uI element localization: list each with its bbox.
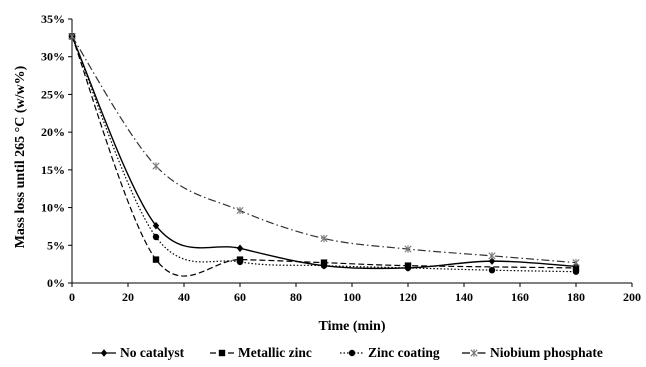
- x-tick-label: 0: [69, 290, 75, 304]
- data-point-zinc-coating: [320, 262, 328, 269]
- data-point-no-catalyst: [488, 257, 496, 265]
- x-tick-label: 180: [567, 290, 585, 304]
- series-line-no-catalyst: [71, 36, 577, 270]
- data-point-niobium-phosphate: [404, 245, 412, 253]
- x-tick-label: 100: [343, 290, 361, 304]
- data-point-zinc-coating: [152, 233, 160, 241]
- x-tick-label: 40: [178, 290, 190, 304]
- data-point-niobium-phosphate: [68, 32, 76, 41]
- x-tick-label: 80: [290, 290, 302, 304]
- data-point-niobium-phosphate: [152, 162, 160, 170]
- data-point-niobium-phosphate: [572, 258, 580, 267]
- y-tick-label: 35%: [41, 12, 65, 26]
- data-point-zinc-coating: [488, 266, 496, 274]
- x-tick-label: 60: [234, 290, 246, 304]
- series-niobium-phosphate: [68, 32, 580, 267]
- legend-marker: [218, 349, 226, 357]
- legend-label: Zinc coating: [368, 345, 440, 360]
- legend-item-metallic-zinc: Metallic zinc: [210, 345, 312, 360]
- data-point-no-catalyst: [236, 244, 244, 253]
- data-point-zinc-coating: [572, 268, 580, 275]
- data-point-niobium-phosphate: [236, 206, 244, 215]
- y-tick-label: 20%: [41, 125, 65, 139]
- data-point-metallic-zinc: [152, 256, 160, 263]
- legend-marker: [348, 349, 356, 357]
- data-point-niobium-phosphate: [488, 252, 496, 260]
- x-tick-label: 140: [455, 290, 473, 304]
- legend-item-zinc-coating: Zinc coating: [340, 345, 440, 360]
- x-tick-label: 120: [399, 290, 417, 304]
- legend-marker: [100, 349, 108, 357]
- x-tick-label: 200: [623, 290, 641, 304]
- data-point-niobium-phosphate: [320, 234, 328, 243]
- series-line-niobium-phosphate: [71, 36, 577, 264]
- data-point-metallic-zinc: [572, 264, 580, 272]
- legend-marker: [470, 349, 478, 357]
- x-tick-label: 160: [511, 290, 529, 304]
- legend-label: Niobium phosphate: [490, 345, 603, 360]
- x-tick-label: 20: [122, 290, 134, 304]
- chart-axes: 0% 5% 10% 15% 20% 25% 30% 35% 0 20 40 60 80 100 120 140…: [41, 12, 641, 304]
- y-tick-label: 25%: [41, 87, 65, 101]
- y-tick-label: 0%: [47, 276, 65, 290]
- chart-series: [68, 32, 580, 277]
- series-line-metallic-zinc: [71, 36, 577, 277]
- data-point-zinc-coating: [236, 258, 244, 266]
- y-tick-label: 15%: [41, 163, 65, 177]
- legend-label: Metallic zinc: [238, 345, 312, 360]
- x-axis-title: Time (min): [318, 319, 385, 334]
- y-tick-label: 30%: [41, 50, 65, 64]
- data-point-zinc-coating: [404, 264, 412, 272]
- legend-label: No catalyst: [120, 345, 185, 360]
- y-tick-label: 5%: [47, 238, 65, 252]
- legend-item-niobium-phosphate: Niobium phosphate: [462, 345, 603, 360]
- data-point-no-catalyst: [152, 221, 160, 230]
- y-axis-title: Mass loss until 265 °C (w/w%): [13, 65, 28, 248]
- legend-item-no-catalyst: No catalyst: [92, 345, 185, 360]
- chart-legend: No catalyst Metallic zinc Zinc coating Niob…: [92, 345, 603, 360]
- y-tick-label: 10%: [41, 201, 65, 215]
